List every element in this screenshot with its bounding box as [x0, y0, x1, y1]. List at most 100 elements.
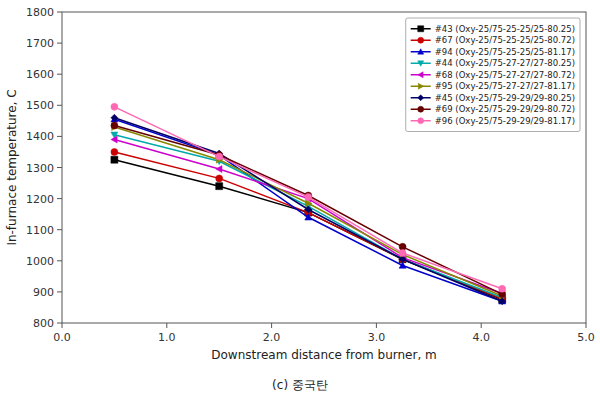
legend-marker [418, 95, 424, 101]
legend-box [406, 18, 580, 132]
legend-marker [418, 26, 424, 32]
legend-item: #45 (Oxy-25/75-29-29/29-80.25) [411, 93, 575, 103]
series-line [114, 140, 502, 294]
plot-frame [62, 12, 586, 323]
y-tick [57, 229, 62, 230]
legend-item: #69 (Oxy-25/75-29-29/29-80.72) [411, 104, 575, 114]
y-tick-label: 900 [33, 286, 54, 299]
x-tick [62, 323, 63, 328]
y-tick-label: 1400 [26, 130, 54, 143]
point [399, 243, 406, 250]
legend-label: #45 (Oxy-25/75-29-29/29-80.25) [435, 93, 575, 103]
caption: (c) 중국탄 [272, 378, 328, 392]
x-axis-label: Downstream distance from burner, m [211, 348, 436, 362]
plot-data [111, 103, 506, 304]
y-tick-label: 800 [33, 317, 54, 330]
point [305, 200, 311, 207]
point [111, 114, 118, 121]
series [111, 122, 506, 298]
legend-marker [418, 37, 424, 43]
y-tick-label: 1800 [26, 6, 54, 19]
point [111, 103, 118, 110]
point [216, 175, 223, 182]
legend-item: #96 (Oxy-25/75-29-29/29-81.17) [411, 116, 575, 126]
series-line [114, 118, 502, 301]
legend-item: #94 (Oxy-25/75-25-25/25-81.17) [411, 47, 575, 57]
legend-marker [418, 49, 424, 54]
point [111, 156, 118, 163]
x-tick [481, 323, 482, 328]
legend-marker [418, 61, 424, 66]
legend-label: #69 (Oxy-25/75-29-29/29-80.72) [435, 104, 575, 114]
legend: #43 (Oxy-25/75-25-25/25-80.25)#67 (Oxy-2… [406, 18, 580, 132]
x-axis: 0.01.02.03.04.05.0 [53, 323, 595, 344]
point [111, 148, 118, 155]
legend-label: #67 (Oxy-25/75-25-25/25-80.72) [435, 35, 575, 45]
legend-marker [418, 72, 423, 78]
legend-label: #96 (Oxy-25/75-29-29/29-81.17) [435, 116, 575, 126]
point [216, 153, 223, 160]
legend-item: #68 (Oxy-25/75-27-27/27-80.72) [411, 70, 575, 80]
legend-marker [418, 83, 423, 89]
point [216, 166, 222, 173]
legend-item: #43 (Oxy-25/75-25-25/25-80.25) [411, 24, 575, 34]
x-tick [166, 323, 167, 328]
y-tick-label: 1700 [26, 37, 54, 50]
y-tick [57, 323, 62, 324]
legend-item: #44 (Oxy-25/75-27-27/27-80.25) [411, 58, 575, 68]
series-line [114, 135, 502, 298]
point [111, 136, 117, 143]
point [111, 122, 118, 129]
point [305, 194, 312, 201]
legend-label: #68 (Oxy-25/75-27-27/27-80.72) [435, 70, 575, 80]
y-tick-label: 1300 [26, 162, 54, 175]
y-axis: 8009001000110012001300140015001600170018… [26, 6, 62, 330]
point [305, 206, 312, 213]
x-tick [376, 323, 377, 328]
x-tick-label: 2.0 [263, 331, 281, 344]
legend-label: #94 (Oxy-25/75-25-25/25-81.17) [435, 47, 575, 57]
legend-marker [418, 118, 424, 124]
y-tick [57, 136, 62, 137]
x-tick [586, 323, 587, 328]
series [111, 114, 506, 304]
y-tick [57, 105, 62, 106]
y-tick [57, 167, 62, 168]
y-tick [57, 43, 62, 44]
x-tick-label: 1.0 [158, 331, 176, 344]
x-tick-label: 5.0 [577, 331, 595, 344]
x-tick-label: 3.0 [368, 331, 386, 344]
legend-label: #95 (Oxy-25/75-27-27/27-81.17) [435, 81, 575, 91]
y-tick-label: 1100 [26, 224, 54, 237]
y-tick-label: 1500 [26, 99, 54, 112]
point [305, 214, 312, 220]
series [111, 148, 506, 302]
series [112, 124, 506, 300]
legend-label: #44 (Oxy-25/75-27-27/27-80.25) [435, 58, 575, 68]
y-axis-label: In-furnace temperature, C [5, 89, 19, 245]
point [216, 183, 223, 190]
y-tick-label: 1200 [26, 193, 54, 206]
point [399, 256, 406, 263]
y-tick [57, 260, 62, 261]
series-line [114, 127, 502, 296]
legend-label: #43 (Oxy-25/75-25-25/25-80.25) [435, 24, 575, 34]
series-line [114, 126, 502, 295]
y-tick [57, 74, 62, 75]
y-tick [57, 291, 62, 292]
legend-item: #67 (Oxy-25/75-25-25/25-80.72) [411, 35, 575, 45]
point [499, 285, 506, 292]
y-tick [57, 198, 62, 199]
series [111, 116, 506, 304]
chart: 0.01.02.03.04.05.08009001000110012001300… [0, 0, 600, 401]
legend-item: #95 (Oxy-25/75-27-27/27-81.17) [411, 81, 575, 91]
series-line [114, 160, 502, 300]
series [111, 132, 506, 301]
x-tick-label: 4.0 [472, 331, 490, 344]
series-line [114, 119, 502, 301]
series-line [114, 107, 502, 289]
point [499, 298, 506, 305]
y-tick [57, 12, 62, 13]
point [399, 250, 406, 257]
y-tick-label: 1000 [26, 255, 54, 268]
